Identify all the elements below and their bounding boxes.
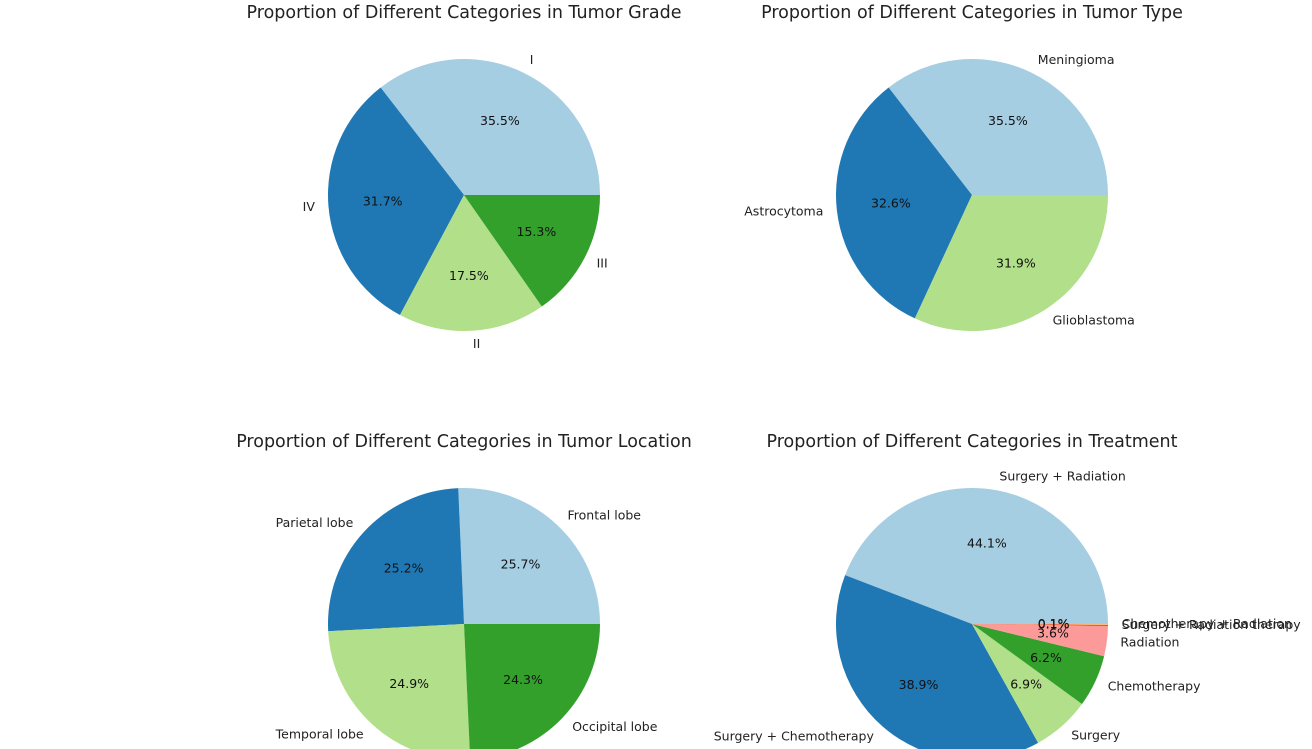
slice-label-surgery-radiation: Surgery + Radiation [999, 468, 1125, 483]
slice-label-occipital-lobe: Occipital lobe [572, 719, 658, 734]
slice-label-surgery-radiation-therapy: Surgery + Radiation therapy [1122, 617, 1302, 632]
slice-label-frontal-lobe: Frontal lobe [568, 508, 642, 523]
chart-title: Proportion of Different Categories in Tu… [761, 3, 1183, 23]
slice-label-ii: II [473, 336, 480, 351]
pie-slice-surgery-chemotherapy [836, 575, 1039, 749]
slice-label-astrocytoma: Astrocytoma [744, 203, 823, 218]
pct-label-parietal-lobe: 25.2% [384, 561, 424, 576]
pie-slice-glioblastoma [914, 195, 1108, 332]
slice-label-surgery-chemotherapy: Surgery + Chemotherapy [714, 728, 875, 743]
pie-slice-radiation [972, 624, 1108, 657]
pie-slice-iv [327, 87, 464, 315]
pie-panel-tumor-location: Proportion of Different Categories in Tu… [236, 432, 692, 749]
pie-panel-treatment: Proportion of Different Categories in Tr… [714, 432, 1302, 749]
pct-label-iv: 31.7% [363, 193, 403, 208]
pct-label-frontal-lobe: 25.7% [501, 557, 541, 572]
slice-label-temporal-lobe: Temporal lobe [275, 726, 364, 741]
slice-label-parietal-lobe: Parietal lobe [276, 515, 354, 530]
chart-title: Proportion of Different Categories in Tr… [767, 432, 1178, 452]
slice-label-glioblastoma: Glioblastoma [1053, 313, 1135, 328]
pie-panel-tumor-grade: Proportion of Different Categories in Tu… [247, 3, 682, 351]
slice-label-chemotherapy: Chemotherapy [1108, 678, 1201, 693]
chart-title: Proportion of Different Categories in Tu… [247, 3, 682, 23]
pie-slice-meningioma [888, 58, 1108, 195]
pct-label-glioblastoma: 31.9% [996, 255, 1036, 270]
pie-slice-chemotherapy [972, 624, 1105, 705]
pct-label-meningioma: 35.5% [988, 113, 1028, 128]
slice-label-i: I [530, 52, 534, 67]
pie-slice-surgery-radiation-therapy [972, 624, 1108, 626]
pie-slice-temporal-lobe [328, 624, 470, 749]
pie-slice-astrocytoma [835, 87, 972, 319]
slice-label-chemotherapy-radiation: Chemotherapy + Radiation [1122, 616, 1292, 631]
slice-label-iv: IV [303, 199, 316, 214]
pie-slice-surgery-radiation [845, 487, 1108, 624]
pct-label-surgery-radiation-therapy: 0.1% [1038, 616, 1070, 631]
pie-slice-surgery [972, 624, 1082, 743]
pie-slice-iii [464, 195, 600, 307]
pie-slice-i [380, 58, 600, 196]
pct-label-radiation: 3.6% [1037, 626, 1069, 641]
pct-label-i: 35.5% [480, 113, 520, 128]
pct-label-chemotherapy: 6.2% [1030, 650, 1062, 665]
slice-label-iii: III [597, 256, 608, 271]
chart-title: Proportion of Different Categories in Tu… [236, 432, 692, 452]
pct-label-surgery-chemotherapy: 38.9% [899, 677, 939, 692]
slice-label-radiation: Radiation [1120, 634, 1179, 649]
pct-label-chemotherapy-radiation: 0.1% [1038, 616, 1070, 631]
pct-label-iii: 15.3% [517, 224, 557, 239]
pie-slice-frontal-lobe [458, 487, 600, 624]
pie-slice-occipital-lobe [464, 624, 600, 749]
pie-slice-chemotherapy-radiation [972, 624, 1109, 625]
pct-label-surgery: 6.9% [1010, 677, 1042, 692]
pct-label-occipital-lobe: 24.3% [503, 672, 543, 687]
pct-label-temporal-lobe: 24.9% [389, 676, 429, 691]
slice-label-meningioma: Meningioma [1038, 52, 1115, 67]
pie-panel-tumor-type: Proportion of Different Categories in Tu… [744, 3, 1183, 332]
pct-label-ii: 17.5% [449, 268, 489, 283]
pie-slice-ii [399, 195, 542, 331]
pct-label-astrocytoma: 32.6% [871, 196, 911, 211]
pct-label-surgery-radiation: 44.1% [967, 535, 1007, 550]
slice-label-surgery: Surgery [1071, 728, 1121, 743]
pie-slice-parietal-lobe [327, 488, 464, 632]
